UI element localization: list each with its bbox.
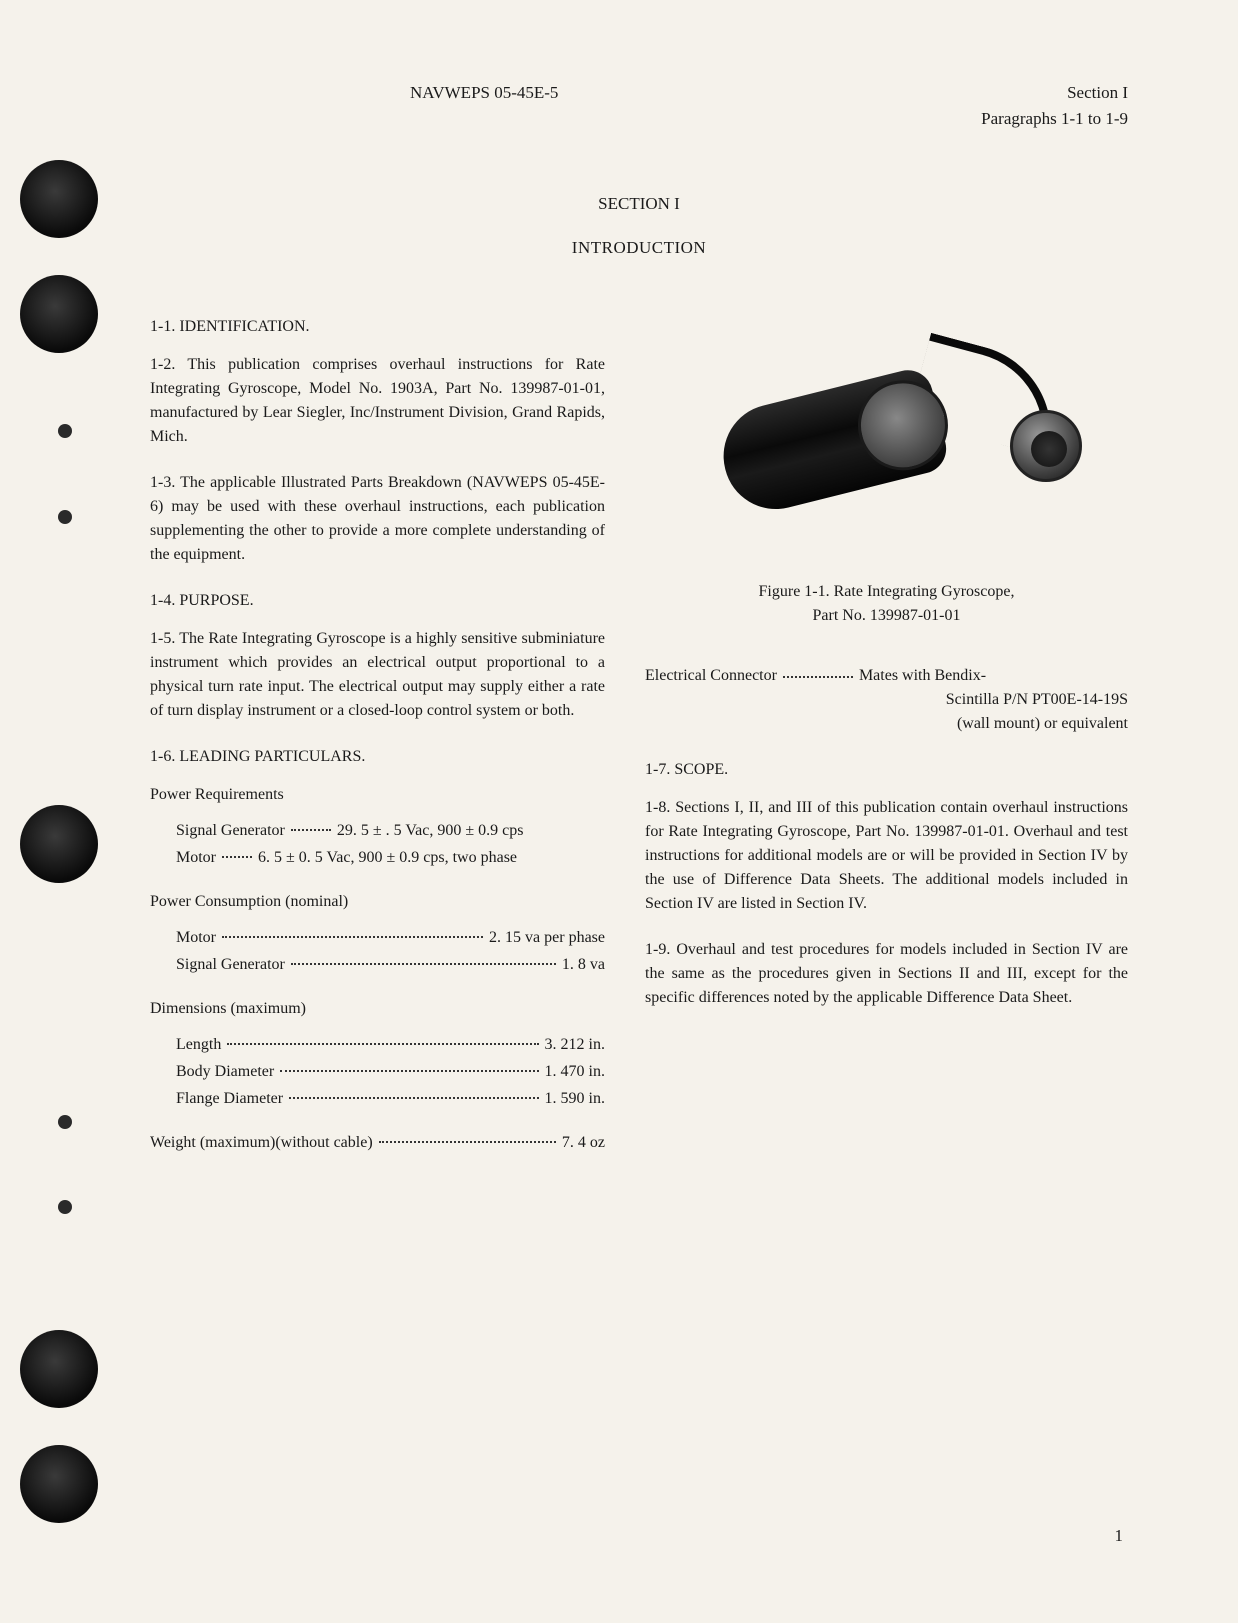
spec-line: Motor 2. 15 va per phase (176, 926, 605, 950)
section-label: Section I (981, 80, 1128, 106)
heading-scope: 1-7. SCOPE. (645, 758, 1128, 782)
spec-dots (280, 1070, 538, 1072)
para-1-9: 1-9. Overhaul and test procedures for mo… (645, 938, 1128, 1010)
spec-dots (379, 1141, 556, 1143)
spec-dots (222, 856, 252, 858)
spec-label: Signal Generator (176, 819, 285, 843)
connector-value: Mates with Bendix- (859, 664, 1128, 688)
figure-caption-line: Figure 1-1. Rate Integrating Gyroscope, (645, 580, 1128, 604)
figure-caption-line: Part No. 139987-01-01 (645, 604, 1128, 628)
heading-purpose: 1-4. PURPOSE. (150, 589, 605, 613)
para-1-3: 1-3. The applicable Illustrated Parts Br… (150, 471, 605, 567)
spec-line: Motor 6. 5 ± 0. 5 Vac, 900 ± 0.9 cps, tw… (176, 846, 605, 870)
spec-value: 3. 212 in. (545, 1033, 605, 1057)
spec-label: Flange Diameter (176, 1087, 283, 1111)
heading-particulars: 1-6. LEADING PARTICULARS. (150, 745, 605, 769)
dimensions-specs: Length 3. 212 in. Body Diameter 1. 470 i… (176, 1033, 605, 1111)
connector-value-line: (wall mount) or equivalent (645, 712, 1128, 736)
spec-value: 29. 5 ± . 5 Vac, 900 ± 0.9 cps (337, 819, 524, 843)
section-subtitle: INTRODUCTION (150, 235, 1128, 261)
spec-line: Flange Diameter 1. 590 in. (176, 1087, 605, 1111)
spec-line: Signal Generator 1. 8 va (176, 953, 605, 977)
spec-line: Length 3. 212 in. (176, 1033, 605, 1057)
connector-label: Electrical Connector (645, 664, 777, 688)
spec-value: 6. 5 ± 0. 5 Vac, 900 ± 0.9 cps, two phas… (258, 846, 517, 870)
binder-mark (58, 1200, 72, 1214)
figure-container: Figure 1-1. Rate Integrating Gyroscope, … (645, 315, 1128, 628)
para-1-8: 1-8. Sections I, II, and III of this pub… (645, 796, 1128, 916)
doc-number: NAVWEPS 05-45E-5 (410, 80, 558, 131)
spec-label: Motor (176, 926, 216, 950)
paragraphs-label: Paragraphs 1-1 to 1-9 (981, 106, 1128, 132)
binder-hole (20, 1445, 98, 1523)
spec-dots (291, 963, 556, 965)
right-column: Figure 1-1. Rate Integrating Gyroscope, … (645, 315, 1128, 1175)
spec-value: 2. 15 va per phase (489, 926, 605, 950)
binder-hole (20, 805, 98, 883)
weight-line: Weight (maximum)(without cable) 7. 4 oz (150, 1131, 605, 1155)
heading-identification: 1-1. IDENTIFICATION. (150, 315, 605, 339)
connector-spec: Electrical Connector Mates with Bendix- (645, 664, 1128, 688)
spec-line: Signal Generator 29. 5 ± . 5 Vac, 900 ± … (176, 819, 605, 843)
header-right: Section I Paragraphs 1-1 to 1-9 (981, 80, 1128, 131)
spec-label: Weight (maximum)(without cable) (150, 1131, 373, 1155)
para-1-2: 1-2. This publication comprises overhaul… (150, 353, 605, 449)
binder-hole (20, 1330, 98, 1408)
page-number: 1 (1115, 1523, 1124, 1549)
connector-value-line: Scintilla P/N PT00E-14-19S (645, 688, 1128, 712)
power-req-specs: Signal Generator 29. 5 ± . 5 Vac, 900 ± … (176, 819, 605, 870)
binder-hole (20, 160, 98, 238)
spec-label: Signal Generator (176, 953, 285, 977)
binder-mark (58, 510, 72, 524)
spec-dots (227, 1043, 538, 1045)
power-cons-heading: Power Consumption (nominal) (150, 890, 605, 914)
spec-label: Length (176, 1033, 221, 1057)
power-req-heading: Power Requirements (150, 783, 605, 807)
spec-line: Body Diameter 1. 470 in. (176, 1060, 605, 1084)
connector-value-cont: Scintilla P/N PT00E-14-19S (wall mount) … (645, 688, 1128, 736)
spec-value: 7. 4 oz (562, 1131, 605, 1155)
spec-label: Body Diameter (176, 1060, 274, 1084)
binder-mark (58, 1115, 72, 1129)
main-content: 1-1. IDENTIFICATION. 1-2. This publicati… (150, 315, 1128, 1175)
figure-caption: Figure 1-1. Rate Integrating Gyroscope, … (645, 580, 1128, 628)
page-header: NAVWEPS 05-45E-5 Section I Paragraphs 1-… (150, 80, 1128, 131)
spec-dots (289, 1097, 538, 1099)
spec-value: 1. 8 va (562, 953, 605, 977)
power-cons-specs: Motor 2. 15 va per phase Signal Generato… (176, 926, 605, 977)
spec-label: Motor (176, 846, 216, 870)
binder-mark (58, 424, 72, 438)
spec-value: 1. 470 in. (545, 1060, 605, 1084)
spec-dots (291, 829, 331, 831)
spec-value: 1. 590 in. (545, 1087, 605, 1111)
binder-hole (20, 275, 98, 353)
figure-image (677, 315, 1097, 550)
spec-dots (222, 936, 483, 938)
para-1-5: 1-5. The Rate Integrating Gyroscope is a… (150, 627, 605, 723)
dimensions-heading: Dimensions (maximum) (150, 997, 605, 1021)
section-title: SECTION I (150, 191, 1128, 217)
gyroscope-connector-graphic (1010, 410, 1082, 482)
left-column: 1-1. IDENTIFICATION. 1-2. This publicati… (150, 315, 605, 1175)
spec-dots (783, 676, 853, 678)
